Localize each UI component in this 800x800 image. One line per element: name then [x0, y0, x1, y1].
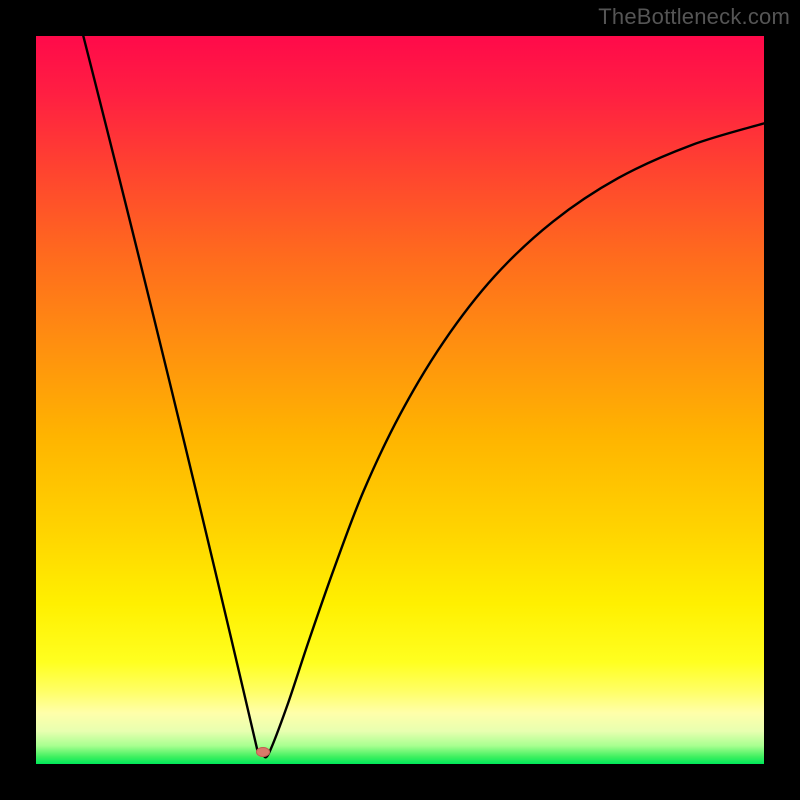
frame-bottom	[0, 764, 800, 800]
bottleneck-curve	[36, 36, 764, 764]
minimum-marker	[256, 747, 270, 757]
curve-right-branch	[263, 123, 764, 757]
frame-right	[764, 0, 800, 800]
plot-area	[36, 36, 764, 764]
curve-left-branch	[83, 36, 258, 753]
watermark-text: TheBottleneck.com	[598, 4, 790, 30]
frame-left	[0, 0, 36, 800]
